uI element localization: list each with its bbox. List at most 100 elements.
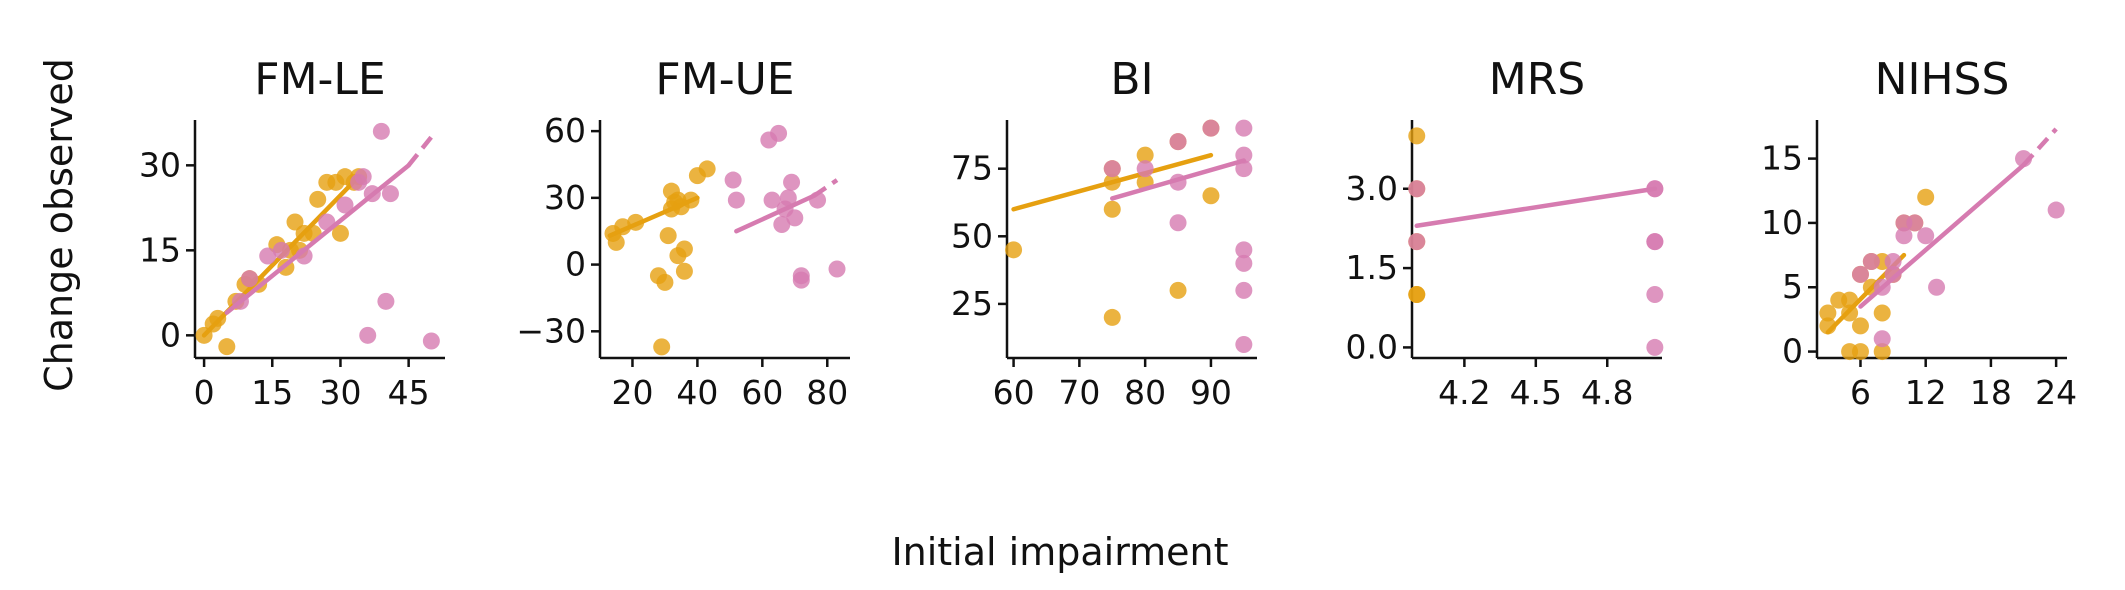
x-tick-label: 90 bbox=[1190, 373, 1232, 412]
data-point bbox=[1928, 278, 1946, 296]
panel-title: FM-LE bbox=[254, 54, 385, 105]
data-point bbox=[786, 209, 804, 227]
x-tick-label: 30 bbox=[319, 373, 361, 412]
x-tick-label: 45 bbox=[388, 373, 430, 412]
data-point bbox=[1408, 233, 1426, 251]
y-tick-label: 1.5 bbox=[1346, 248, 1398, 287]
x-tick-label: 4.5 bbox=[1510, 373, 1562, 412]
data-point bbox=[773, 216, 791, 234]
y-tick-label: 30 bbox=[139, 145, 181, 184]
data-point bbox=[1202, 119, 1220, 137]
y-tick-label: 0 bbox=[565, 245, 586, 284]
fit-line bbox=[1110, 158, 1247, 201]
x-tick-label: 80 bbox=[806, 373, 848, 412]
data-point bbox=[1103, 308, 1121, 326]
x-axis-label: Initial impairment bbox=[891, 530, 1228, 574]
panel-mrs: MRS 0.0 1.5 3.0 4.2 4.5 4.8 bbox=[1346, 54, 1664, 412]
y-tick-label: 15 bbox=[1761, 139, 1803, 178]
y-tick-label: 30 bbox=[544, 178, 586, 217]
data-point bbox=[1408, 180, 1426, 198]
x-tick-label: 15 bbox=[251, 373, 293, 412]
y-tick-label: 5 bbox=[1782, 267, 1803, 306]
fit-line-extrapolated bbox=[813, 178, 839, 198]
data-point bbox=[1851, 317, 1869, 335]
data-point bbox=[2047, 201, 2065, 219]
data-point bbox=[1136, 160, 1154, 178]
data-point bbox=[1884, 265, 1902, 283]
data-point bbox=[675, 240, 693, 258]
fit-line bbox=[1414, 186, 1658, 229]
fit-line bbox=[1011, 152, 1214, 212]
data-point bbox=[783, 173, 801, 191]
data-point bbox=[1873, 304, 1891, 322]
x-tick-label: 20 bbox=[611, 373, 653, 412]
data-point bbox=[1873, 343, 1891, 361]
data-point bbox=[359, 326, 377, 344]
data-point bbox=[1646, 286, 1664, 304]
data-point bbox=[381, 185, 399, 203]
data-point bbox=[792, 271, 810, 289]
data-point bbox=[354, 168, 372, 186]
x-tick-label: 6 bbox=[1850, 373, 1871, 412]
data-point bbox=[779, 189, 797, 207]
y-tick-label: 50 bbox=[951, 216, 993, 255]
data-point bbox=[336, 196, 354, 214]
data-point bbox=[1408, 286, 1426, 304]
data-point bbox=[1169, 133, 1187, 151]
x-tick-label: 0 bbox=[194, 373, 215, 412]
fit-line-extrapolated bbox=[2021, 127, 2058, 167]
y-tick-label: 0 bbox=[160, 315, 181, 354]
x-tick-label: 70 bbox=[1058, 373, 1100, 412]
data-point bbox=[1862, 253, 1880, 271]
fit-line bbox=[1858, 162, 2026, 309]
data-point bbox=[422, 332, 440, 350]
data-point bbox=[377, 292, 395, 310]
data-point bbox=[828, 260, 846, 278]
data-point bbox=[1895, 227, 1913, 245]
x-tick-label: 4.2 bbox=[1438, 373, 1490, 412]
x-tick-label: 24 bbox=[2035, 373, 2077, 412]
y-tick-label: −30 bbox=[516, 311, 586, 350]
data-point bbox=[607, 233, 625, 251]
x-tick-label: 12 bbox=[1905, 373, 1947, 412]
data-point bbox=[727, 191, 745, 209]
data-point bbox=[1851, 343, 1869, 361]
data-point bbox=[1103, 160, 1121, 178]
data-point bbox=[724, 171, 742, 189]
panel-fm-ue: FM-UE −30 0 30 60 20 40 60 80 bbox=[516, 54, 850, 412]
y-tick-label: 15 bbox=[139, 230, 181, 269]
data-point bbox=[1917, 188, 1935, 206]
data-point bbox=[286, 213, 304, 231]
x-tick-label: 18 bbox=[1970, 373, 2012, 412]
x-tick-label: 60 bbox=[993, 373, 1035, 412]
data-point bbox=[1408, 127, 1426, 145]
y-tick-label: 60 bbox=[544, 111, 586, 150]
data-point bbox=[1873, 330, 1891, 348]
data-point bbox=[272, 241, 290, 259]
data-point bbox=[1906, 214, 1924, 232]
data-point bbox=[1169, 281, 1187, 299]
panel-title: MRS bbox=[1489, 54, 1585, 105]
data-point bbox=[1235, 119, 1253, 137]
y-tick-label: 75 bbox=[951, 149, 993, 188]
data-point bbox=[1646, 338, 1664, 356]
data-point bbox=[1136, 146, 1154, 164]
data-point bbox=[241, 270, 259, 288]
y-tick-label: 3.0 bbox=[1346, 169, 1398, 208]
data-point bbox=[218, 338, 236, 356]
data-point bbox=[309, 190, 327, 208]
y-tick-label: 0 bbox=[1782, 332, 1803, 371]
y-tick-label: 25 bbox=[951, 284, 993, 323]
data-point bbox=[259, 247, 277, 265]
fit-line-extrapolated bbox=[406, 135, 434, 167]
panel-bi: BI 25 50 75 60 70 80 90 bbox=[951, 54, 1257, 412]
panel-nihss: NIHSS 0 5 10 15 6 12 18 24 bbox=[1761, 54, 2077, 412]
x-tick-label: 80 bbox=[1124, 373, 1166, 412]
data-point bbox=[1235, 160, 1253, 178]
data-point bbox=[675, 262, 693, 280]
x-tick-label: 40 bbox=[676, 373, 718, 412]
fit-line bbox=[734, 193, 817, 234]
data-point bbox=[656, 273, 674, 291]
y-tick-label: 10 bbox=[1761, 203, 1803, 242]
